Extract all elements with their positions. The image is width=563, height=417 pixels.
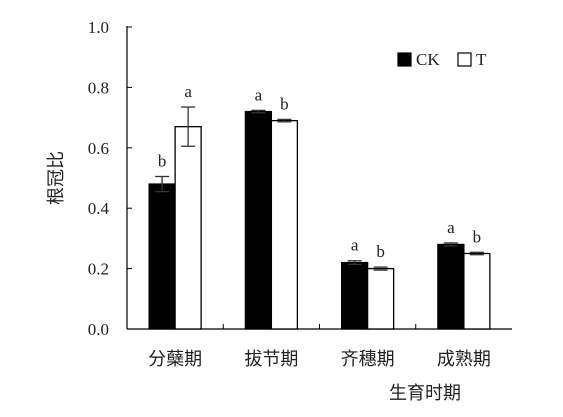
bar-ck — [244, 110, 273, 330]
y-tick-label: 0.4 — [88, 199, 110, 218]
significance-label: b — [376, 242, 385, 261]
significance-label: b — [473, 227, 482, 246]
bar-ck — [340, 261, 369, 330]
bars-layer — [148, 106, 491, 330]
legend-label-t: T — [476, 50, 487, 69]
y-axis-title: 根冠比 — [46, 151, 66, 205]
y-tick-label: 0.2 — [88, 260, 109, 279]
x-category-label: 拔节期 — [244, 349, 298, 369]
y-tick-label: 0.6 — [88, 139, 109, 158]
significance-label: a — [255, 85, 263, 104]
bar-t — [463, 252, 491, 330]
legend: CK T — [397, 50, 487, 69]
bar-ck — [148, 183, 176, 330]
legend-label-ck: CK — [416, 50, 440, 69]
bar-t — [270, 119, 299, 330]
x-category-label: 分蘖期 — [148, 349, 202, 369]
x-axis-title: 生育时期 — [389, 383, 461, 403]
bar-ck — [437, 243, 465, 330]
legend-swatch-t — [457, 52, 472, 67]
y-tick-label: 1.0 — [88, 18, 109, 37]
legend-swatch-ck — [397, 52, 412, 67]
y-tick-label: 0.0 — [88, 320, 109, 339]
bar-t — [366, 267, 395, 330]
significance-label: a — [351, 236, 359, 255]
significance-label: a — [447, 218, 455, 237]
significance-label: b — [158, 151, 167, 170]
bar-t — [174, 126, 202, 330]
significance-label: b — [280, 94, 289, 113]
x-category-label: 齐穗期 — [341, 349, 395, 369]
significance-label: a — [184, 82, 192, 101]
x-category-label: 成熟期 — [437, 349, 491, 369]
y-tick-label: 0.8 — [88, 78, 109, 97]
